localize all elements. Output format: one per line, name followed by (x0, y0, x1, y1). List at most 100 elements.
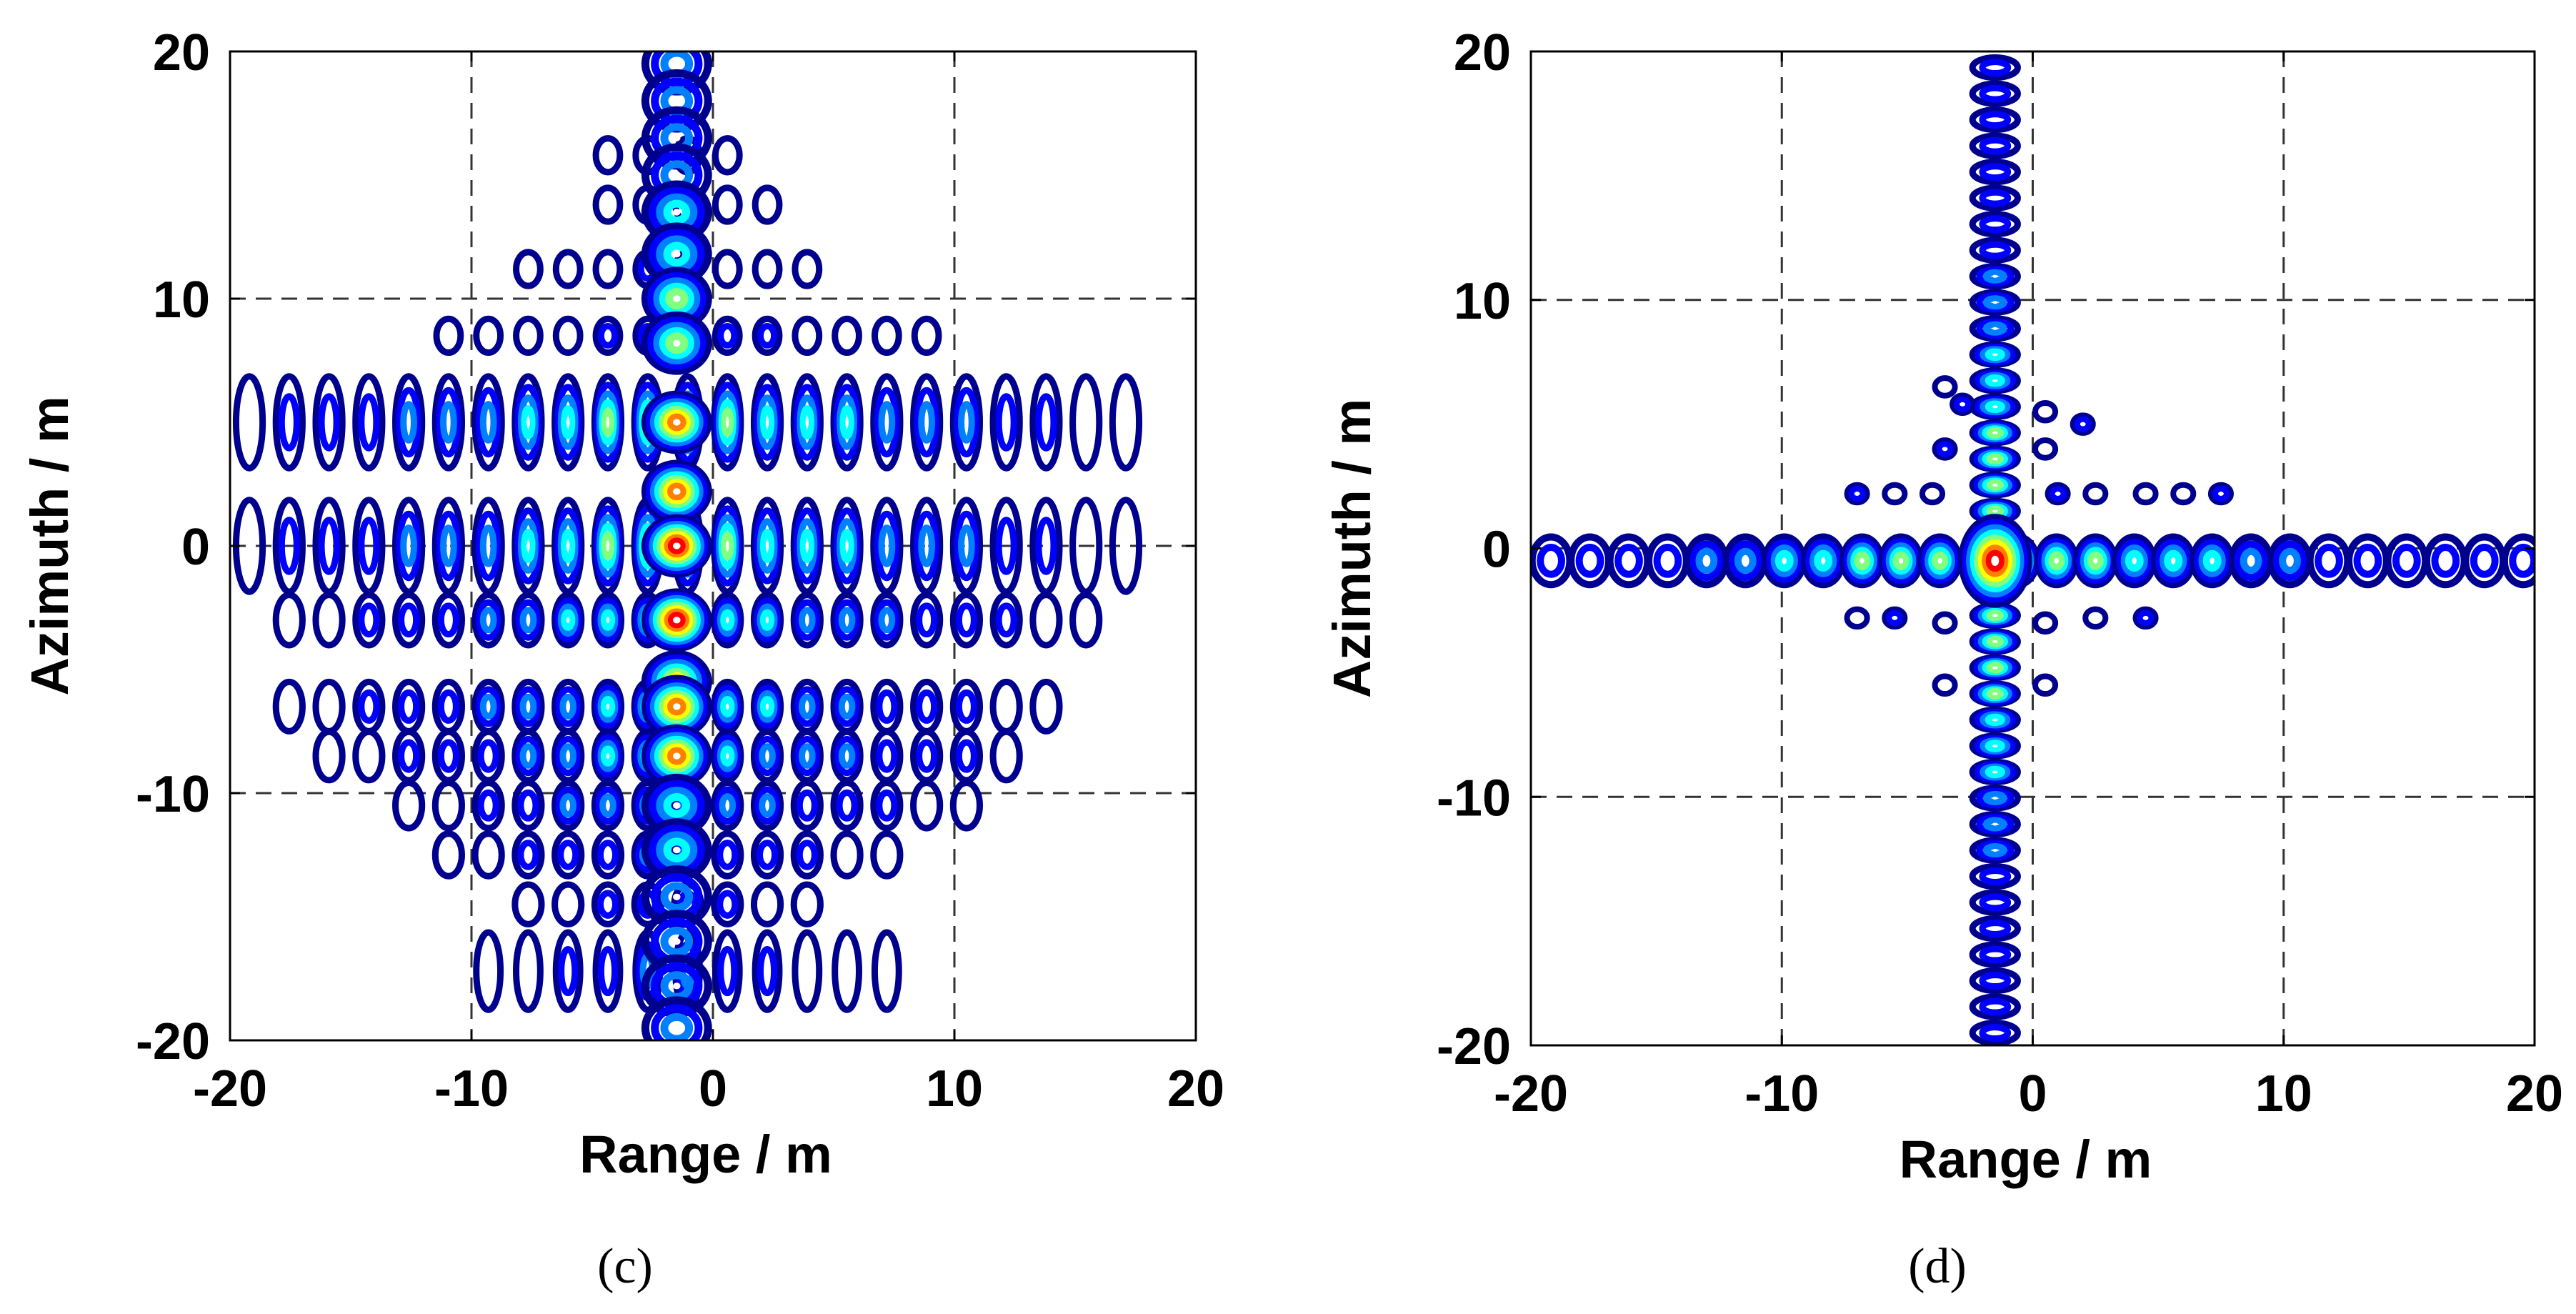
x-tick-label: 10 (926, 1060, 983, 1118)
azimuth-sidelobe (1969, 862, 2021, 890)
contour-ring (792, 929, 823, 1013)
contour-core (606, 753, 610, 760)
contour-ring (437, 739, 459, 773)
contour-core (606, 417, 610, 428)
sidelobe-blob (551, 373, 585, 472)
contour-ring (949, 780, 983, 832)
contour-ring (871, 315, 902, 357)
contour-ring (1979, 163, 2012, 181)
contour-ring (513, 249, 544, 289)
contour-ring (476, 599, 501, 641)
sidelobe-blob (830, 678, 864, 735)
contour-core (924, 540, 929, 552)
contour-core (406, 540, 411, 552)
contour-ring (1653, 544, 1682, 578)
contour-ring (1537, 544, 1565, 578)
sidelobe-blob (989, 373, 1023, 472)
contour-ring (400, 401, 417, 444)
contour-ring (1979, 867, 2012, 885)
contour-ring (515, 599, 541, 641)
contour-ring (561, 609, 576, 631)
contour-ring (752, 249, 783, 289)
sidelobe-blob (790, 881, 824, 927)
contour-ring (1979, 136, 2012, 155)
contour-ring (479, 607, 497, 634)
contour-core (673, 846, 681, 854)
contour-ring (660, 926, 694, 957)
sidelobe-blob (431, 780, 465, 832)
contour-ring (754, 736, 780, 777)
contour-ring (667, 747, 687, 765)
contour-ring (592, 249, 624, 289)
contour-ring (1982, 790, 2007, 806)
contour-core (673, 171, 681, 179)
sidelobe-blob (551, 678, 585, 735)
azimuth-sidelobe (1969, 602, 2021, 629)
contour-ring (660, 1012, 694, 1040)
contour-ring (519, 693, 537, 720)
sidelobe-blob (712, 315, 743, 357)
diagonal-sidelobe (2207, 482, 2234, 506)
azimuth-sidelobe (1969, 785, 2021, 812)
sidelobe-blob (352, 592, 386, 649)
sidelobe-blob (513, 929, 544, 1013)
contour-ring (878, 607, 896, 634)
contour-ring (752, 315, 783, 357)
contour-ring (2500, 533, 2535, 589)
mainlobe-blob (641, 996, 712, 1040)
contour-core (1937, 557, 1942, 564)
contour-ring (955, 602, 977, 638)
contour-core (446, 540, 451, 552)
contour-core (885, 540, 889, 552)
sidelobe-blob (591, 780, 625, 832)
contour-ring (721, 407, 734, 437)
x-tick-label: 20 (1167, 1060, 1224, 1118)
y-tick-label: -20 (1437, 1018, 1511, 1075)
contour-ring (834, 736, 860, 777)
sidelobe-blob (352, 728, 386, 784)
contour-ring (916, 689, 938, 724)
contour-ring (754, 786, 780, 825)
sidelobe-blob (591, 830, 625, 880)
contour-core (486, 417, 490, 428)
contour-ring (1932, 437, 1958, 461)
contour-ring (2194, 539, 2230, 583)
contour-ring (2082, 482, 2109, 506)
contour-core (726, 753, 729, 760)
contour-core (526, 753, 530, 760)
contour-core (885, 617, 889, 624)
contour-ring (653, 322, 701, 364)
contour-ring (559, 693, 577, 720)
sidelobe-blob (431, 497, 465, 595)
azimuth-sidelobe (1969, 184, 2021, 211)
contour-ring (1614, 544, 1643, 578)
contour-ring (667, 612, 686, 629)
sidelobe-blob (712, 135, 743, 176)
diagonal-sidelobe (2082, 482, 2109, 506)
contour-ring (799, 529, 814, 563)
sidelobe-blob (711, 678, 744, 735)
contour-core (765, 540, 769, 552)
x-axis-label: Range / m (579, 1125, 832, 1184)
contour-core (1992, 405, 1998, 409)
sidelobe-blob (312, 592, 346, 649)
diagonal-sidelobe (2082, 606, 2109, 630)
contour-ring (832, 315, 862, 357)
contour-ring (878, 524, 896, 567)
contour-ring (878, 401, 896, 444)
contour-ring (914, 510, 939, 582)
contour-ring (641, 996, 712, 1040)
contour-core (765, 703, 769, 710)
contour-ring (1982, 295, 2007, 310)
contour-ring (312, 373, 346, 472)
contour-ring (870, 830, 904, 880)
contour-ring (874, 510, 899, 582)
contour-ring (1979, 111, 2012, 129)
contour-core (2093, 557, 2098, 564)
contour-core (673, 209, 681, 216)
sidelobe-blob (511, 497, 545, 595)
contour-core (673, 542, 681, 549)
sidelobe-blob (989, 728, 1023, 784)
azimuth-sidelobe (1969, 211, 2021, 238)
sidelobe-blob (910, 497, 944, 595)
